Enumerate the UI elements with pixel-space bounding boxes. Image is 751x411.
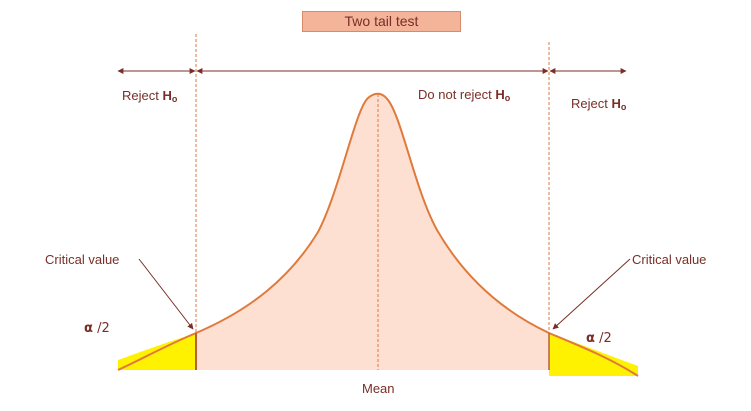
do-not-reject-symbol: H: [495, 87, 505, 102]
critical-value-left-pointer: [138, 258, 194, 330]
do-not-reject-subscript: o: [504, 93, 511, 103]
do-not-reject-prefix: Do not reject: [418, 87, 496, 102]
alpha-left-rest: /2: [92, 321, 110, 336]
alpha-right-label: α /2: [586, 331, 612, 346]
mean-label: Mean: [362, 381, 395, 396]
critical-value-right-pointer: [552, 258, 631, 330]
distribution-curve: [117, 92, 639, 377]
alpha-right-symbol: α: [586, 331, 595, 346]
reject-left-subscript: o: [171, 94, 178, 104]
right-tail-region: [549, 333, 638, 376]
alpha-left-symbol: α: [84, 321, 93, 336]
reject-left-label: Reject Ho: [122, 88, 177, 107]
critical-value-right-label: Critical value: [632, 252, 707, 267]
alpha-left-label: α /2: [84, 321, 110, 336]
critical-value-left-label: Critical value: [45, 252, 120, 267]
reject-right-subscript: o: [620, 102, 627, 112]
do-not-reject-label: Do not reject Ho: [418, 87, 510, 106]
alpha-right-rest: /2: [594, 331, 612, 346]
reject-left-prefix: Reject: [122, 88, 163, 103]
reject-right-prefix: Reject: [571, 96, 612, 111]
reject-left-symbol: H: [162, 88, 172, 103]
reject-right-symbol: H: [611, 96, 621, 111]
acceptance-region: [196, 93, 549, 371]
reject-right-label: Reject Ho: [571, 96, 626, 115]
diagram-title: Two tail test: [302, 11, 461, 32]
